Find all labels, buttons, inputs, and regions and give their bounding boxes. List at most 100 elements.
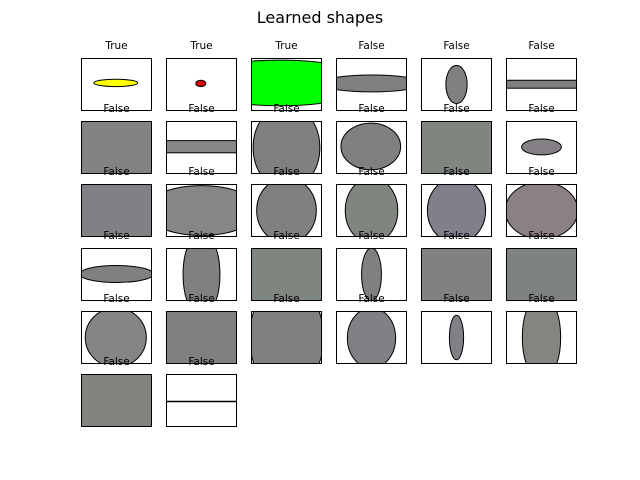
ellipse-shape <box>81 264 152 283</box>
ellipse-shape <box>256 184 317 237</box>
panel-canvas <box>251 58 322 111</box>
ellipse-shape <box>336 74 407 93</box>
panel-border <box>421 184 492 237</box>
figure-title: Learned shapes <box>256 8 384 27</box>
panel-label: False <box>528 103 555 115</box>
panel-background <box>81 184 152 237</box>
shape-panel: False <box>506 230 577 301</box>
panel-border <box>251 58 322 111</box>
panel-label: False <box>188 166 215 178</box>
panel-canvas <box>506 184 577 237</box>
ellipse-shape <box>361 248 382 301</box>
panel-label: False <box>358 293 385 305</box>
panel-label: False <box>273 293 300 305</box>
panel-label: True <box>105 40 128 52</box>
panel-border <box>166 184 237 237</box>
panel-border <box>251 184 322 237</box>
panel-border <box>81 311 152 364</box>
panel-border <box>506 121 577 174</box>
shape-panel: False <box>506 40 577 111</box>
panel-canvas <box>336 248 407 301</box>
panel-border <box>81 248 152 301</box>
panel-label: False <box>528 293 555 305</box>
shape-panel: False <box>166 356 237 427</box>
panel-canvas <box>421 184 492 237</box>
shape-panel: False <box>421 293 492 364</box>
panel-canvas <box>421 58 492 111</box>
ellipse-shape <box>426 184 487 237</box>
shape-panel: False <box>81 356 152 427</box>
shape-panel: False <box>506 293 577 364</box>
panel-label: False <box>358 230 385 242</box>
shape-panel: False <box>166 103 237 174</box>
panel-label: False <box>273 166 300 178</box>
panel-canvas <box>421 121 492 174</box>
panel-label: False <box>188 356 215 368</box>
panel-label: False <box>103 230 130 242</box>
ellipse-shape <box>93 78 139 88</box>
panel-label: False <box>358 166 385 178</box>
panel-canvas <box>506 121 577 174</box>
panel-border <box>506 184 577 237</box>
shape-panel: False <box>421 230 492 301</box>
ellipse-shape <box>251 311 322 364</box>
panel-border <box>166 311 237 364</box>
shape-panel: False <box>251 103 322 174</box>
ellipse-shape <box>252 121 321 174</box>
panel-canvas <box>251 248 322 301</box>
panel-label: True <box>190 40 213 52</box>
shape-panel: False <box>336 293 407 364</box>
panel-canvas <box>506 58 577 111</box>
ellipse-shape <box>182 248 221 301</box>
panel-background <box>421 121 492 174</box>
panel-border <box>81 374 152 427</box>
shape-panel: False <box>166 230 237 301</box>
panel-canvas <box>166 58 237 111</box>
shape-panel: False <box>251 293 322 364</box>
panel-border <box>421 121 492 174</box>
shape-panel: False <box>251 166 322 237</box>
panel-border <box>421 58 492 111</box>
panel-border <box>81 184 152 237</box>
panel-label: False <box>103 166 130 178</box>
ellipse-shape <box>84 311 147 364</box>
panel-label: False <box>103 103 130 115</box>
panel-border <box>336 311 407 364</box>
shape-panel: False <box>166 293 237 364</box>
shape-panel: False <box>336 166 407 237</box>
panel-border <box>506 248 577 301</box>
panel-canvas <box>81 374 152 427</box>
panel-border <box>251 311 322 364</box>
panel-canvas <box>166 374 237 427</box>
panel-canvas <box>81 311 152 364</box>
panel-label: False <box>358 103 385 115</box>
panel-canvas <box>336 121 407 174</box>
ellipse-shape <box>340 122 402 171</box>
panel-canvas <box>81 248 152 301</box>
panel-background <box>251 248 322 301</box>
shape-panel: False <box>166 166 237 237</box>
shape-panel: False <box>81 166 152 237</box>
panel-canvas <box>251 184 322 237</box>
ellipse-shape <box>344 184 399 237</box>
panel-label: False <box>188 103 215 115</box>
panel-background <box>81 121 152 174</box>
panel-border <box>336 248 407 301</box>
panel-canvas <box>166 248 237 301</box>
shape-panel: False <box>506 103 577 174</box>
panel-border <box>166 374 237 427</box>
panel-border <box>81 121 152 174</box>
shape-panel: True <box>166 40 237 111</box>
panel-label: False <box>273 103 300 115</box>
panel-canvas <box>166 311 237 364</box>
ellipse-shape <box>251 59 322 107</box>
panel-label: True <box>275 40 298 52</box>
shape-panel: False <box>421 103 492 174</box>
panel-label: False <box>443 230 470 242</box>
panel-label: False <box>443 103 470 115</box>
ellipse-shape <box>521 138 562 156</box>
shape-panel: False <box>251 230 322 301</box>
panel-canvas <box>336 58 407 111</box>
panel-background <box>166 374 237 427</box>
